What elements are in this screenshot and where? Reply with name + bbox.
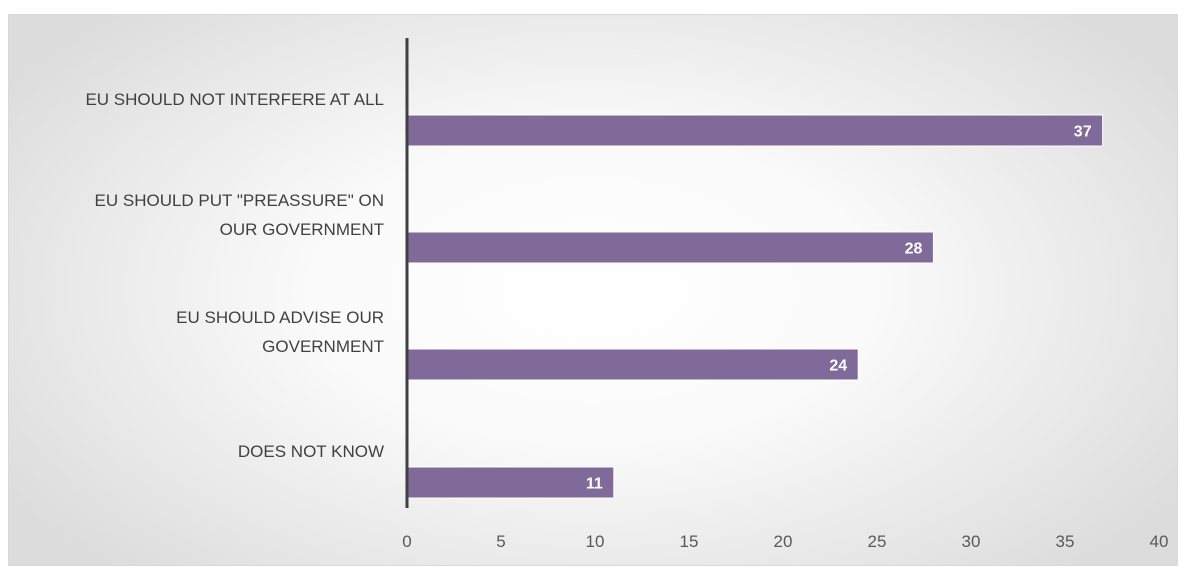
data-label: 28 bbox=[905, 241, 923, 258]
category-label: GOVERNMENT bbox=[262, 337, 384, 356]
x-tick-label: 25 bbox=[868, 532, 887, 551]
x-tick-label: 30 bbox=[962, 532, 981, 551]
category-labels: EU SHOULD NOT INTERFERE AT ALL EU SHOULD … bbox=[85, 90, 384, 461]
category-label: EU SHOULD ADVISE OUR bbox=[176, 308, 384, 327]
x-tick-label: 5 bbox=[496, 532, 505, 551]
x-tick-label: 0 bbox=[402, 532, 411, 551]
bar bbox=[406, 231, 934, 264]
category-label: DOES NOT KNOW bbox=[238, 442, 384, 461]
x-tick-label: 15 bbox=[680, 532, 699, 551]
bar bbox=[406, 466, 615, 499]
x-tick-label: 35 bbox=[1056, 532, 1075, 551]
data-label: 11 bbox=[586, 476, 603, 493]
bar bbox=[406, 114, 1104, 147]
data-labels: 37 28 24 11 bbox=[586, 124, 1092, 493]
x-tick-label: 40 bbox=[1150, 532, 1169, 551]
category-label: EU SHOULD NOT INTERFERE AT ALL bbox=[85, 90, 384, 109]
data-label: 37 bbox=[1074, 124, 1092, 141]
data-label: 24 bbox=[829, 358, 847, 375]
x-tick-label: 10 bbox=[586, 532, 605, 551]
category-label: EU SHOULD PUT "PREASSURE" ON bbox=[95, 191, 384, 210]
x-axis-tick-labels: 0 5 10 15 20 25 30 35 40 bbox=[402, 532, 1168, 551]
bars bbox=[406, 114, 1104, 499]
bar bbox=[406, 348, 859, 381]
category-label: OUR GOVERNMENT bbox=[220, 220, 384, 239]
x-tick-label: 20 bbox=[774, 532, 793, 551]
